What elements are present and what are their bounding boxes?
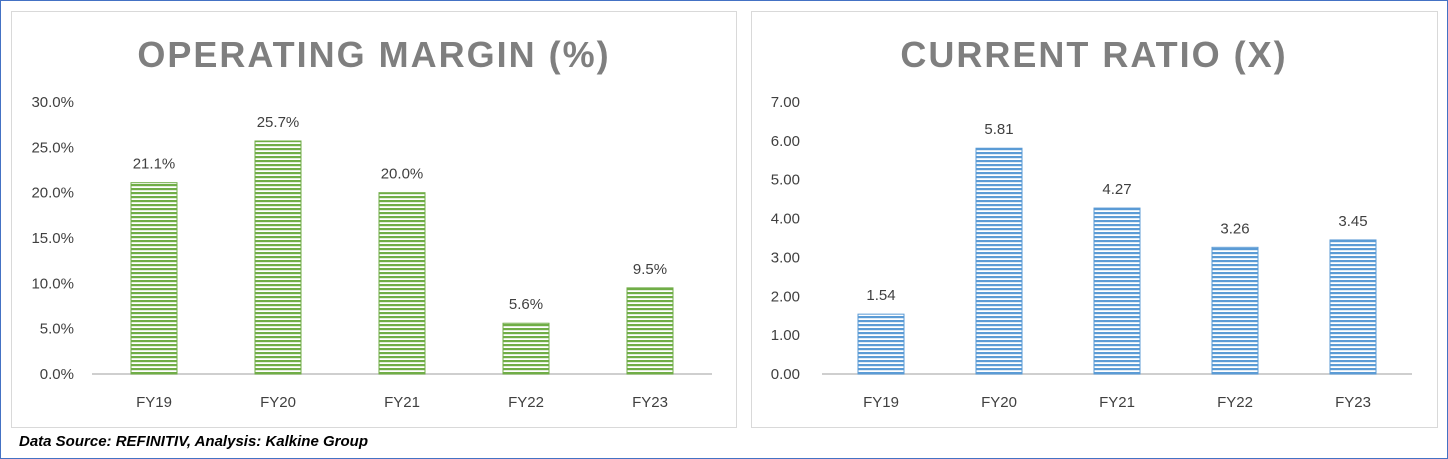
data-label-fy20: 5.81: [984, 121, 1013, 138]
data-source-note: Data Source: REFINITIV, Analysis: Kalkin…: [19, 433, 368, 450]
data-label-fy21: 20.0%: [381, 166, 424, 183]
bar-fy22: [1211, 246, 1259, 375]
x-tick-label-fy23: FY23: [632, 394, 668, 411]
current-ratio-marks: 0.00 1.00 2.00 3.00 4.00 5.00 6.00 7.00 1.54 FY19…: [771, 94, 1412, 411]
data-label-fy23: 3.45: [1338, 213, 1367, 230]
data-label-fy22: 3.26: [1220, 220, 1249, 237]
y-tick-label: 30.0%: [31, 94, 74, 111]
y-tick-label: 2.00: [771, 288, 800, 305]
y-tick-label: 4.00: [771, 211, 800, 228]
y-tick-label: 15.0%: [31, 230, 74, 247]
bar-fy21: [1093, 207, 1141, 375]
bar-fy19: [857, 313, 905, 375]
y-tick-label: 3.00: [771, 249, 800, 266]
bar-fy23: [626, 287, 674, 375]
bar-fy20: [975, 147, 1023, 375]
bar-fy23: [1329, 239, 1377, 375]
bar-fy21: [378, 192, 426, 375]
operating-margin-chart: OPERATING MARGIN (%) 0.0% 5.0% 10.0% 15.0% 2…: [31, 34, 712, 411]
x-tick-label-fy20: FY20: [260, 394, 296, 411]
operating-margin-panel: OPERATING MARGIN (%) 0.0% 5.0% 10.0% 15.0% 2…: [11, 11, 737, 428]
data-label-fy21: 4.27: [1102, 181, 1131, 198]
y-tick-label: 5.0%: [40, 321, 74, 338]
y-tick-label: 0.0%: [40, 366, 74, 383]
x-tick-label-fy21: FY21: [1099, 394, 1135, 411]
x-tick-label-fy22: FY22: [508, 394, 544, 411]
data-label-fy22: 5.6%: [509, 296, 543, 313]
y-tick-label: 10.0%: [31, 275, 74, 292]
data-label-fy19: 21.1%: [133, 156, 176, 173]
bar-fy20: [254, 140, 302, 375]
operating-margin-marks: 0.0% 5.0% 10.0% 15.0% 20.0% 25.0% 30.0% 21.1% FY…: [31, 94, 712, 411]
y-tick-label: 5.00: [771, 172, 800, 189]
data-label-fy23: 9.5%: [633, 261, 667, 278]
y-tick-label: 20.0%: [31, 185, 74, 202]
operating-margin-title: OPERATING MARGIN (%): [137, 34, 610, 75]
data-label-fy19: 1.54: [866, 287, 895, 304]
bar-fy22: [502, 322, 550, 375]
x-tick-label-fy19: FY19: [863, 394, 899, 411]
data-label-fy20: 25.7%: [257, 114, 300, 131]
x-tick-label-fy20: FY20: [981, 394, 1017, 411]
y-tick-label: 1.00: [771, 327, 800, 344]
x-tick-label-fy21: FY21: [384, 394, 420, 411]
bar-fy19: [130, 182, 178, 375]
current-ratio-panel: CURRENT RATIO (X) 0.00 1.00 2.00 3.00 4.00 5.…: [751, 11, 1438, 428]
x-tick-label-fy23: FY23: [1335, 394, 1371, 411]
x-tick-label-fy19: FY19: [136, 394, 172, 411]
y-tick-label: 25.0%: [31, 139, 74, 156]
current-ratio-chart: CURRENT RATIO (X) 0.00 1.00 2.00 3.00 4.00 5.…: [771, 34, 1412, 411]
y-tick-label: 7.00: [771, 94, 800, 111]
current-ratio-title: CURRENT RATIO (X): [900, 34, 1287, 75]
y-tick-label: 0.00: [771, 366, 800, 383]
y-tick-label: 6.00: [771, 133, 800, 150]
x-tick-label-fy22: FY22: [1217, 394, 1253, 411]
